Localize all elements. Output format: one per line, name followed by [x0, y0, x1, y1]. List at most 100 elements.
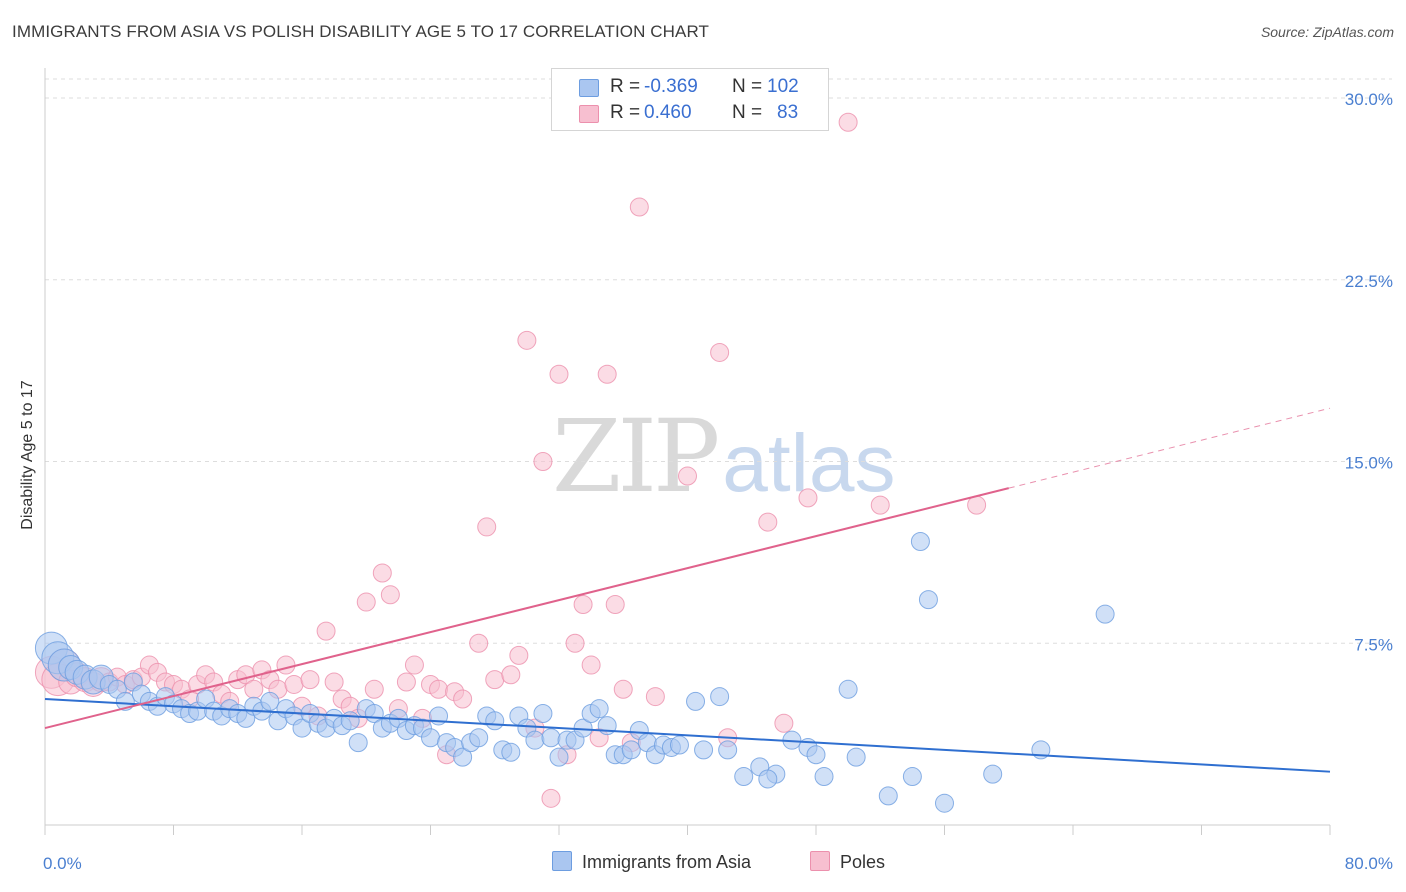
- asia-trend-line: [44, 697, 1331, 773]
- asia-point: [453, 747, 473, 767]
- asia-point: [902, 767, 922, 787]
- asia-point: [541, 728, 561, 748]
- poles-point: [533, 452, 553, 471]
- asia-point: [260, 691, 280, 711]
- asia-point: [485, 711, 505, 731]
- poles-point: [356, 592, 376, 612]
- poles-point: [838, 112, 858, 132]
- poles-point: [645, 687, 665, 707]
- watermark-zip: ZIP: [552, 398, 720, 515]
- asia-point: [846, 747, 866, 767]
- legend-n-label: N =: [732, 102, 763, 123]
- asia-point: [718, 740, 738, 760]
- poles-point: [710, 342, 730, 362]
- legend-item-asia: Immigrants from Asia: [552, 851, 751, 873]
- asia-point: [533, 704, 553, 724]
- asia-point: [669, 735, 689, 755]
- asia-point: [469, 728, 489, 748]
- poles-point: [798, 488, 818, 508]
- correlation-legend: R = -0.369 N = 102 R = 0.460 N = 83: [551, 68, 829, 131]
- asia-point: [501, 742, 521, 762]
- poles-point: [870, 495, 890, 515]
- poles-point: [967, 495, 987, 515]
- asia-point: [910, 531, 930, 551]
- asia-point: [806, 745, 826, 765]
- asia-point: [983, 764, 1003, 784]
- legend-n-value: 102: [767, 76, 799, 97]
- poles-point: [324, 672, 344, 692]
- poles-point: [565, 633, 585, 653]
- x-tick-label: 80.0%: [1345, 854, 1393, 873]
- poles-point: [758, 512, 778, 532]
- poles-trend-extension: [1008, 407, 1331, 489]
- tick-labels: 7.5% 15.0% 22.5% 30.0% 0.0% 80.0%: [43, 90, 1393, 873]
- poles-point: [469, 633, 489, 653]
- asia-point: [694, 740, 714, 760]
- legend-r-label: R =: [610, 102, 641, 123]
- legend-row-poles: R = 0.460 N = 83: [552, 100, 828, 126]
- poles-trend-line: [44, 487, 1009, 730]
- poles-point: [597, 364, 617, 384]
- axes: [44, 68, 1331, 835]
- y-tick-label: 30.0%: [1345, 90, 1393, 109]
- poles-point: [316, 621, 336, 641]
- legend-n-label: N =: [732, 76, 763, 97]
- x-tick-label: 0.0%: [43, 854, 82, 873]
- poles-point: [372, 563, 392, 583]
- legend-swatch-asia: [579, 79, 599, 97]
- asia-point: [549, 747, 569, 767]
- poles-point: [276, 655, 296, 675]
- asia-point: [734, 767, 754, 787]
- poles-point: [774, 713, 794, 733]
- y-tick-label: 22.5%: [1345, 272, 1393, 291]
- y-tick-label: 15.0%: [1345, 454, 1393, 473]
- legend-r-value: -0.369: [644, 76, 698, 97]
- source-label: Source: ZipAtlas.com: [1260, 24, 1394, 40]
- asia-point: [115, 691, 135, 711]
- legend-item-poles: Poles: [810, 851, 885, 873]
- poles-point: [509, 645, 529, 665]
- asia-point: [935, 793, 954, 813]
- asia-point: [621, 740, 641, 760]
- poles-point: [485, 670, 505, 690]
- poles-point: [244, 679, 264, 699]
- legend-swatch-poles: [579, 105, 599, 123]
- watermark: ZIPatlas: [552, 398, 896, 515]
- chart-title: IMMIGRANTS FROM ASIA VS POLISH DISABILIT…: [12, 22, 710, 41]
- poles-point: [453, 689, 473, 709]
- asia-point: [525, 730, 545, 750]
- poles-point: [300, 670, 320, 690]
- asia-point: [710, 687, 730, 707]
- asia-point: [340, 711, 360, 731]
- asia-point: [758, 769, 778, 789]
- asia-points: [34, 531, 1115, 813]
- asia-point: [1095, 604, 1115, 624]
- asia-point: [589, 699, 609, 719]
- y-tick-label: 7.5%: [1354, 635, 1393, 654]
- poles-point: [613, 679, 633, 699]
- poles-point: [573, 594, 593, 614]
- legend-n-value: 83: [777, 102, 799, 123]
- poles-point: [581, 655, 601, 675]
- asia-point: [348, 733, 368, 753]
- legend-swatch-asia: [552, 851, 572, 871]
- asia-point: [918, 590, 938, 610]
- legend-r-value: 0.460: [644, 102, 692, 123]
- legend-row-asia: R = -0.369 N = 102: [552, 74, 828, 100]
- poles-point: [404, 655, 424, 675]
- poles-point: [541, 788, 561, 808]
- poles-point: [284, 674, 304, 694]
- poles-point: [396, 672, 416, 692]
- poles-point: [517, 330, 537, 350]
- legend-swatch-poles: [810, 851, 830, 871]
- asia-point: [838, 679, 858, 699]
- poles-point: [501, 665, 521, 685]
- poles-point: [364, 679, 384, 699]
- poles-point: [477, 517, 497, 537]
- poles-point: [629, 197, 649, 217]
- asia-point: [814, 767, 834, 787]
- legend-r-label: R =: [610, 76, 641, 97]
- poles-point: [678, 466, 697, 486]
- trend-lines: [44, 407, 1331, 773]
